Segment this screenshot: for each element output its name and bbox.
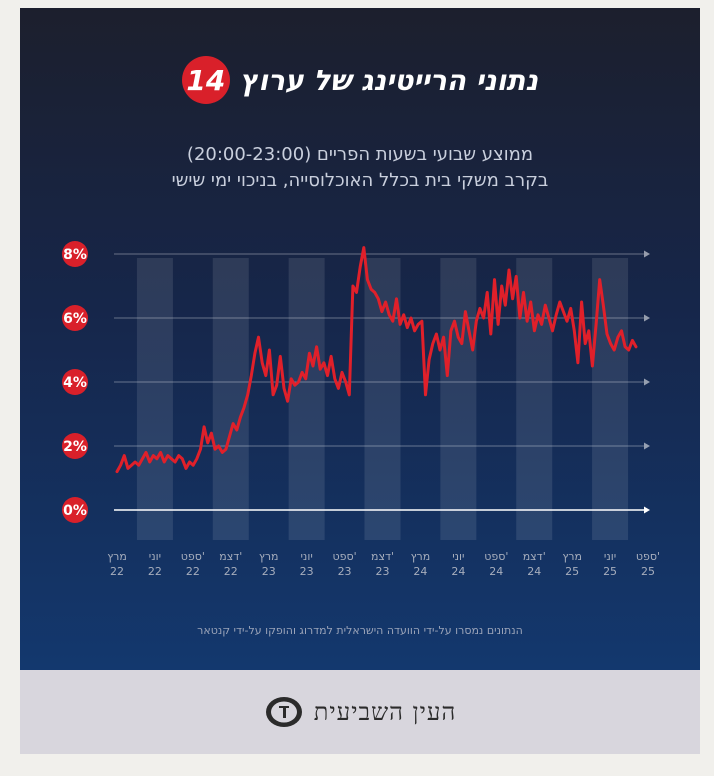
xtick-month: דצמ' [219,550,242,563]
xtick-year: 24 [413,565,427,578]
gridline-arrow [644,378,650,386]
xtick-month: יוני [149,550,161,563]
ytick-label: 8% [63,247,87,263]
gridline-arrow [644,442,650,450]
gridline-arrow [644,506,650,514]
xtick-year: 23 [376,565,390,578]
xtick-month: דצמ' [523,550,546,563]
subtitle-line-2: בקרב משקי בית בכלל האוכלוסייה, בניכוי ימ… [171,170,549,191]
ytick-label: 6% [63,311,87,327]
rating-series-line [115,246,638,474]
ytick-badge [62,369,88,395]
logo: העין השביעית [20,670,700,754]
xtick-year: 23 [300,565,314,578]
xtick-year: 25 [641,565,655,578]
rating-line-chart: 0% 2% 4% 6% 8% מרץ 22 יוני 22 ספט' 22 דצמ' 22 מרץ 23 יו… [62,241,660,578]
xtick-year: 25 [565,565,579,578]
xtick-month: מרץ [259,550,279,563]
subtitle-line-1: ממוצע שבועי בשעות הפריים (20:00-23:00) [186,144,534,165]
xtick-year: 22 [148,565,162,578]
title-text: נתוני הרייטינג של ערוץ [239,63,539,97]
xtick-month: ספט' [636,550,660,563]
footer: העין השביעית [20,670,700,754]
xtick-year: 23 [262,565,276,578]
xtick-year: 23 [338,565,352,578]
ytick-label: 4% [63,375,87,391]
ytick-label: 2% [63,439,87,455]
xtick-month: יוני [300,550,312,563]
ytick-label: 0% [63,503,87,519]
eye-logo-icon [265,697,302,727]
xtick-month: מרץ [562,550,582,563]
xtick-year: 24 [527,565,541,578]
xtick-month: מרץ [411,550,431,563]
gridline-arrow [644,314,650,322]
channel-14-badge: 14 [181,56,230,104]
xtick-year: 24 [451,565,465,578]
xtick-month: דצמ' [371,550,394,563]
xtick-month: ספט' [484,550,508,563]
xtick-month: מרץ [107,550,127,563]
ytick-badge [62,241,88,267]
xtick-year: 22 [110,565,124,578]
xtick-month: ספט' [181,550,205,563]
chart-title: נתוני הרייטינג של ערוץ 14 [20,56,700,104]
ytick-badge [62,497,88,523]
quarter-band [288,258,325,540]
xtick-year: 25 [603,565,617,578]
xtick-year: 24 [489,565,503,578]
xtick-month: יוני [452,550,464,563]
quarter-band [136,258,173,540]
logo-text: העין השביעית [313,697,457,726]
source-note: הנתונים נמסרו על-ידי הוועדה הישראלית למד… [197,624,523,637]
quarter-band [440,258,477,540]
xtick-year: 22 [186,565,200,578]
ytick-badge [62,305,88,331]
chart-card: נתוני הרייטינג של ערוץ 14 ממוצע שבועי בש… [20,8,700,670]
xtick-month: ספט' [332,550,356,563]
chart-subtitle: ממוצע שבועי בשעות הפריים (20:00-23:00) ב… [20,142,700,194]
xtick-month: יוני [604,550,616,563]
gridline-arrow [644,250,650,258]
xtick-year: 22 [224,565,238,578]
quarter-band [212,258,249,540]
ytick-badge [62,433,88,459]
